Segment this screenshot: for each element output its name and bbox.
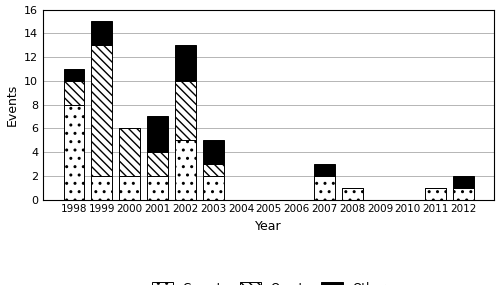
Bar bbox=[147, 116, 168, 152]
Bar bbox=[175, 81, 196, 140]
Bar bbox=[453, 176, 474, 188]
Bar bbox=[314, 176, 335, 200]
Bar bbox=[92, 21, 112, 45]
Bar bbox=[64, 81, 84, 105]
Bar bbox=[202, 176, 224, 200]
Bar bbox=[119, 128, 140, 176]
Bar bbox=[92, 176, 112, 200]
Bar bbox=[147, 152, 168, 176]
Bar bbox=[92, 45, 112, 176]
Bar bbox=[175, 45, 196, 81]
Bar bbox=[64, 105, 84, 200]
Y-axis label: Events: Events bbox=[6, 84, 18, 126]
Bar bbox=[314, 164, 335, 176]
Bar bbox=[425, 188, 446, 199]
X-axis label: Year: Year bbox=[256, 220, 282, 233]
Bar bbox=[202, 164, 224, 176]
Bar bbox=[175, 140, 196, 200]
Bar bbox=[147, 176, 168, 200]
Bar bbox=[202, 140, 224, 164]
Legend: Covert, Overt, Other: Covert, Overt, Other bbox=[148, 278, 389, 285]
Bar bbox=[342, 188, 362, 199]
Bar bbox=[453, 188, 474, 199]
Bar bbox=[64, 69, 84, 81]
Bar bbox=[119, 176, 140, 200]
